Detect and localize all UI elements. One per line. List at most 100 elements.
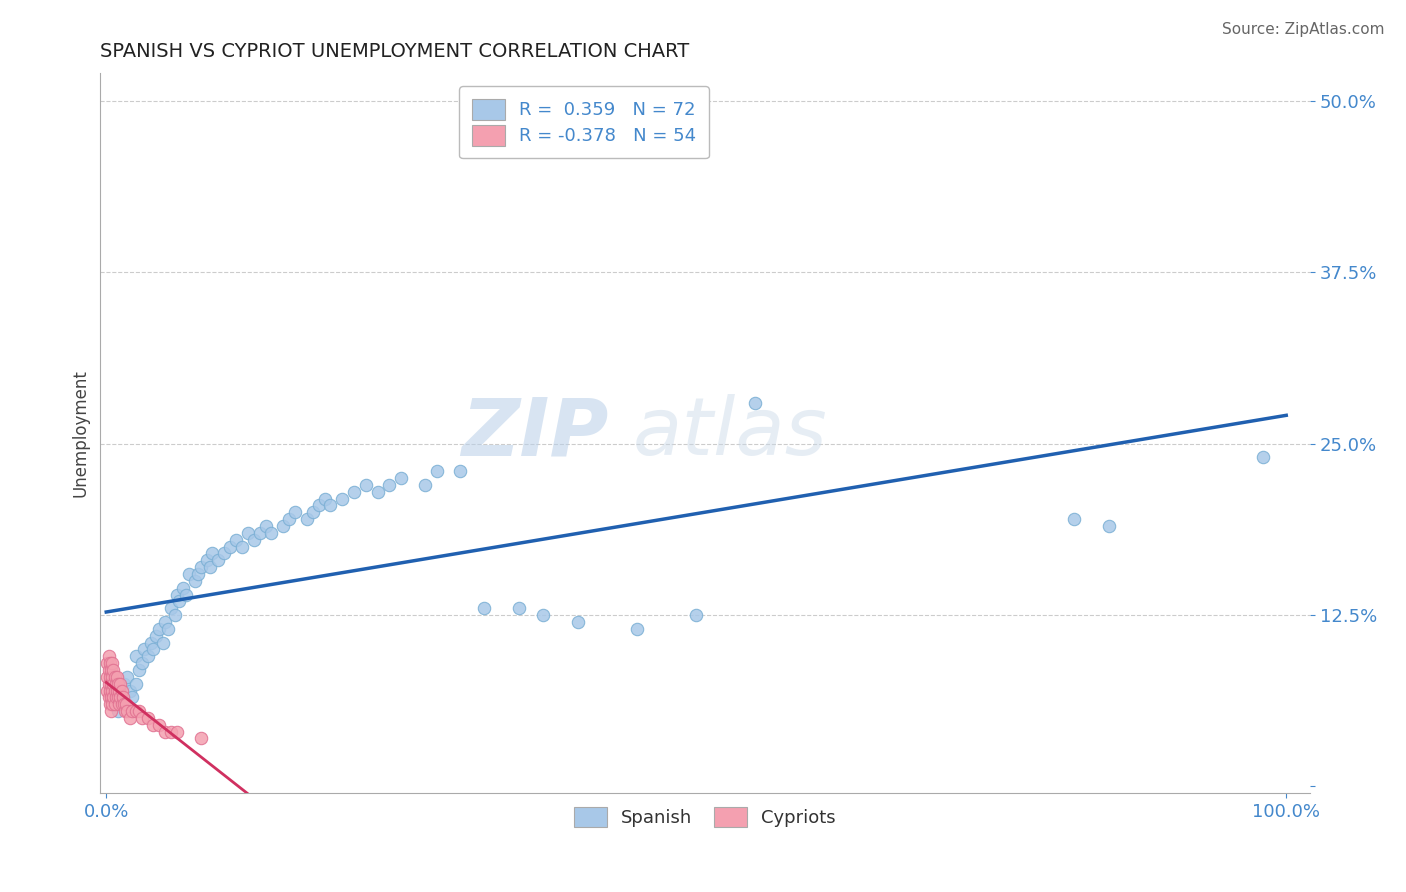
Point <box>145 629 167 643</box>
Point <box>104 697 127 711</box>
Point <box>125 676 148 690</box>
Point <box>176 587 198 601</box>
Point <box>108 697 131 711</box>
Point <box>101 683 124 698</box>
Point <box>219 540 242 554</box>
Point <box>190 731 212 746</box>
Point <box>100 663 122 677</box>
Point <box>155 724 177 739</box>
Point <box>107 704 129 718</box>
Point <box>508 601 530 615</box>
Point <box>308 499 330 513</box>
Point <box>112 697 135 711</box>
Point <box>172 581 194 595</box>
Point <box>152 635 174 649</box>
Point <box>249 525 271 540</box>
Point <box>343 484 366 499</box>
Point <box>100 704 122 718</box>
Point <box>110 690 132 705</box>
Point <box>156 622 179 636</box>
Point <box>104 690 127 705</box>
Point <box>103 670 125 684</box>
Point <box>160 724 183 739</box>
Point <box>163 608 186 623</box>
Point <box>278 512 301 526</box>
Point <box>389 471 412 485</box>
Point <box>187 566 209 581</box>
Point <box>132 642 155 657</box>
Point <box>142 718 165 732</box>
Point <box>626 622 648 636</box>
Point <box>101 697 124 711</box>
Point <box>195 553 218 567</box>
Point <box>184 574 207 588</box>
Point <box>110 690 132 705</box>
Point <box>301 505 323 519</box>
Point <box>105 683 128 698</box>
Point <box>103 676 125 690</box>
Point <box>101 670 124 684</box>
Point <box>96 670 118 684</box>
Text: ZIP: ZIP <box>461 394 609 473</box>
Point <box>139 635 162 649</box>
Point <box>118 683 141 698</box>
Point <box>166 587 188 601</box>
Point <box>1098 519 1121 533</box>
Point <box>160 601 183 615</box>
Y-axis label: Unemployment: Unemployment <box>72 369 89 498</box>
Point <box>367 484 389 499</box>
Point <box>169 594 191 608</box>
Point <box>319 499 342 513</box>
Point <box>190 560 212 574</box>
Point <box>121 690 143 705</box>
Point <box>111 690 134 705</box>
Point <box>97 663 120 677</box>
Point <box>103 663 125 677</box>
Point <box>131 711 153 725</box>
Point <box>118 711 141 725</box>
Point <box>103 697 125 711</box>
Point <box>314 491 336 506</box>
Point <box>426 464 449 478</box>
Point <box>284 505 307 519</box>
Point <box>354 478 377 492</box>
Point <box>108 683 131 698</box>
Point <box>295 512 318 526</box>
Point <box>98 656 121 670</box>
Point <box>115 697 138 711</box>
Point <box>125 704 148 718</box>
Point <box>148 622 170 636</box>
Point <box>110 676 132 690</box>
Point <box>231 540 253 554</box>
Point <box>100 676 122 690</box>
Point <box>121 704 143 718</box>
Point <box>98 697 121 711</box>
Point <box>128 663 150 677</box>
Point <box>110 683 132 698</box>
Point <box>148 718 170 732</box>
Point <box>449 464 471 478</box>
Point <box>136 649 159 664</box>
Point <box>207 553 229 567</box>
Point <box>260 525 283 540</box>
Point <box>103 690 125 705</box>
Point <box>242 533 264 547</box>
Point <box>117 704 139 718</box>
Point <box>107 676 129 690</box>
Point <box>1063 512 1085 526</box>
Point <box>330 491 353 506</box>
Point <box>271 519 294 533</box>
Point <box>101 656 124 670</box>
Point <box>142 642 165 657</box>
Point <box>378 478 401 492</box>
Point <box>225 533 247 547</box>
Point <box>112 697 135 711</box>
Point <box>177 566 200 581</box>
Point <box>236 525 259 540</box>
Point <box>201 546 224 560</box>
Point <box>96 683 118 698</box>
Point <box>96 656 118 670</box>
Point <box>101 683 124 698</box>
Point <box>98 670 121 684</box>
Point <box>110 697 132 711</box>
